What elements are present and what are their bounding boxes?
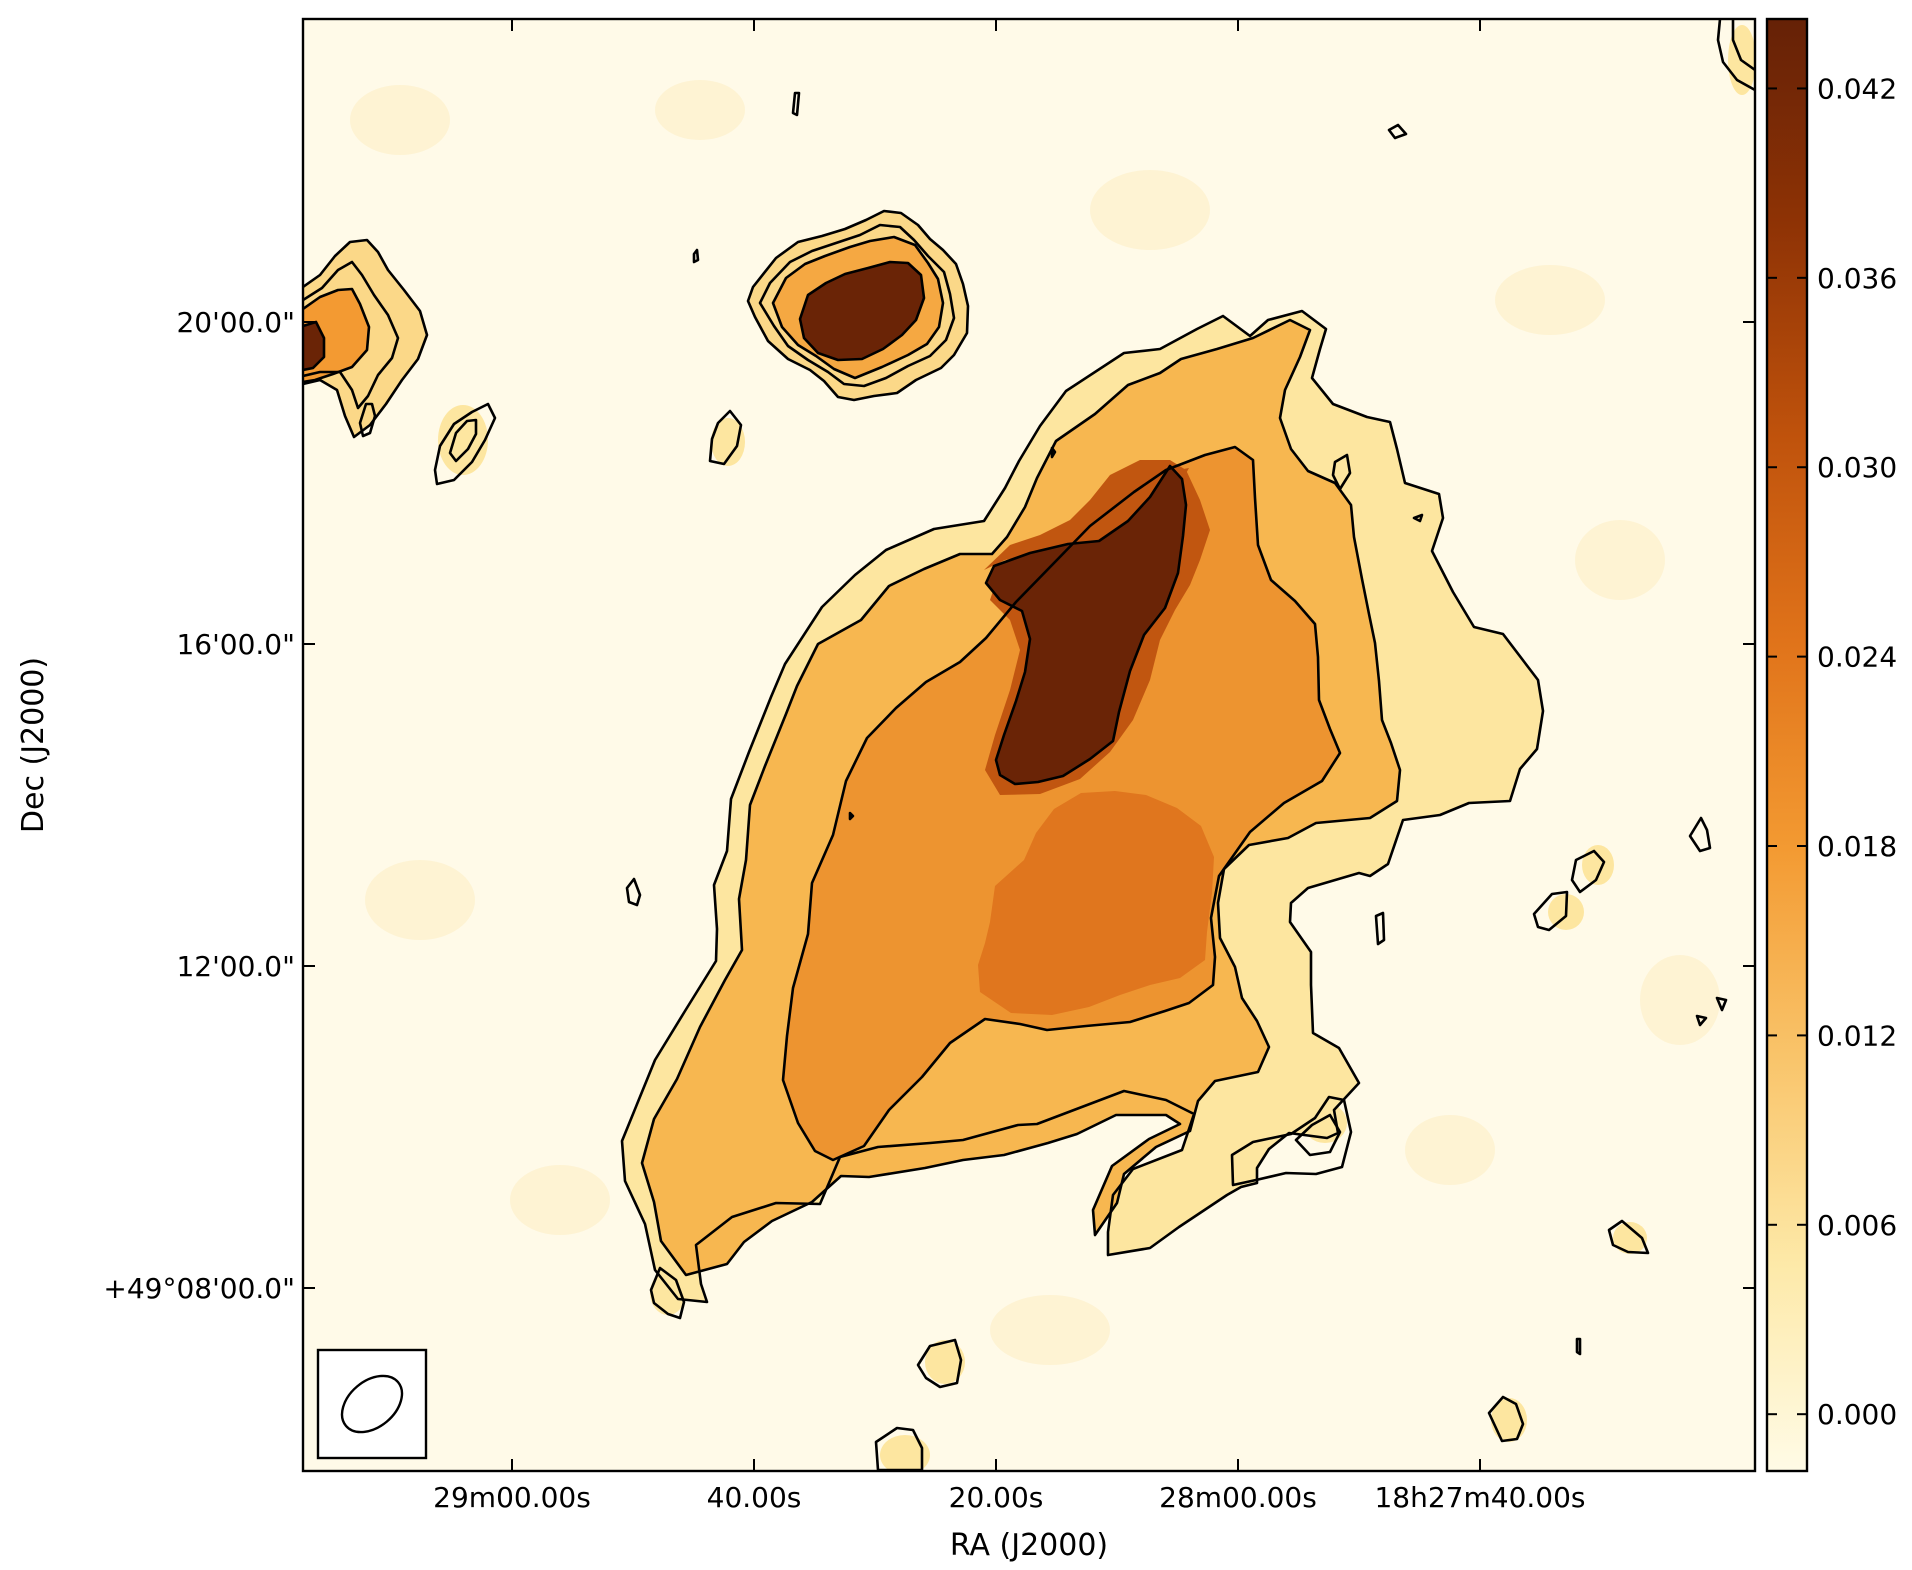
- north-source-peak: [800, 262, 924, 360]
- x-axis-title: RA (J2000): [950, 1528, 1108, 1563]
- contour-south-b: [916, 1338, 963, 1389]
- background-noise: [350, 80, 1720, 1365]
- y-axis-ticks: +49°08'00.0" 12'00.0" 16'00.0" 20'00.0": [103, 306, 1755, 1305]
- plot-frame: [301, 17, 1757, 1473]
- colorbar-tick-label: 0.012: [1817, 1019, 1897, 1052]
- contour-south-dot: [1575, 1337, 1582, 1356]
- beam-ellipse: [340, 1374, 404, 1434]
- contour-dot-d: [1050, 446, 1057, 459]
- contour-ear: [1230, 1095, 1353, 1187]
- colorbar-tick-label: 0.006: [1817, 1209, 1897, 1242]
- contour-dot-c: [1387, 123, 1408, 140]
- colorbar-ticks: 0.000 0.006 0.012 0.018 0.024 0.030 0.036 0.042: [1767, 72, 1897, 1431]
- contour-1-main: [620, 309, 1545, 1304]
- contour-4-main: [984, 464, 1188, 786]
- x-axis-ticks: 29m00.00s 40.00s 20.00s 28m00.00s 18h27m40.0…: [433, 19, 1586, 1514]
- contour-4-north: [798, 260, 926, 362]
- contour-3-west: [303, 287, 371, 384]
- contour-3-north: [771, 235, 945, 380]
- contour-right-dot: [1412, 513, 1424, 523]
- cloud-level-4: [978, 791, 1214, 1015]
- y-tick-label: +49°08'00.0": [103, 1272, 295, 1305]
- contour-1-north: [746, 209, 970, 402]
- colorbar-tick-label: 0.000: [1817, 1398, 1897, 1431]
- contour-small-b: [625, 877, 642, 907]
- cloud-level-3: [783, 447, 1340, 1160]
- colorbar-tick-label: 0.030: [1817, 451, 1897, 484]
- contour-east-a: [1570, 849, 1606, 894]
- contour-east-b: [1532, 890, 1569, 932]
- contour-west-clump-inner: [448, 418, 478, 463]
- colorbar-tick-label: 0.024: [1817, 641, 1897, 674]
- contour-lines: [303, 19, 1755, 1471]
- colorbar: [1765, 17, 1809, 1473]
- contour-2-north: [758, 223, 956, 388]
- contour-south-d: [1487, 1395, 1525, 1443]
- contour-dot-b: [791, 91, 801, 117]
- contour-east-d: [1607, 1219, 1650, 1255]
- y-tick-label: 16'00.0": [176, 628, 295, 661]
- y-tick-label: 12'00.0": [176, 950, 295, 983]
- contour-east-c: [1688, 816, 1712, 853]
- contour-small-a: [708, 409, 743, 466]
- cloud-peak: [986, 466, 1186, 784]
- contour-ear-inner: [1294, 1113, 1342, 1157]
- contour-west-clump: [433, 402, 497, 486]
- x-tick-label: 40.00s: [707, 1481, 802, 1514]
- x-tick-label: 20.00s: [949, 1481, 1044, 1514]
- x-tick-label: 29m00.00s: [433, 1481, 591, 1514]
- west-source-peak: [303, 322, 324, 370]
- x-tick-label: 18h27m40.00s: [1374, 1481, 1585, 1514]
- contour-right-a: [1331, 453, 1352, 491]
- beam-indicator: [316, 1348, 428, 1460]
- colorbar-tick-label: 0.036: [1817, 262, 1897, 295]
- contour-3-main: [781, 445, 1342, 1162]
- contour-corner-ne: [1716, 19, 1755, 92]
- contour-east-dot-b: [1715, 996, 1728, 1012]
- colorbar-tick-label: 0.018: [1817, 830, 1897, 863]
- contour-dot-e: [848, 811, 855, 821]
- heatmap-image: [303, 25, 1755, 1471]
- contour-1-west: [303, 238, 429, 439]
- contour-2-west: [303, 260, 400, 410]
- contour-west-small: [358, 402, 377, 438]
- y-axis-title: Dec (J2000): [16, 657, 51, 833]
- colorbar-tick-label: 0.042: [1817, 72, 1897, 105]
- beam-box: [316, 1348, 428, 1460]
- contour-dot-a: [692, 248, 700, 264]
- contour-south-a: [649, 1266, 686, 1320]
- y-tick-label: 20'00.0": [176, 306, 295, 339]
- x-tick-label: 28m00.00s: [1159, 1481, 1317, 1514]
- contour-corner-ne-2: [1731, 19, 1755, 72]
- contour-right-b: [1374, 911, 1386, 946]
- contour-east-dot-a: [1695, 1014, 1708, 1027]
